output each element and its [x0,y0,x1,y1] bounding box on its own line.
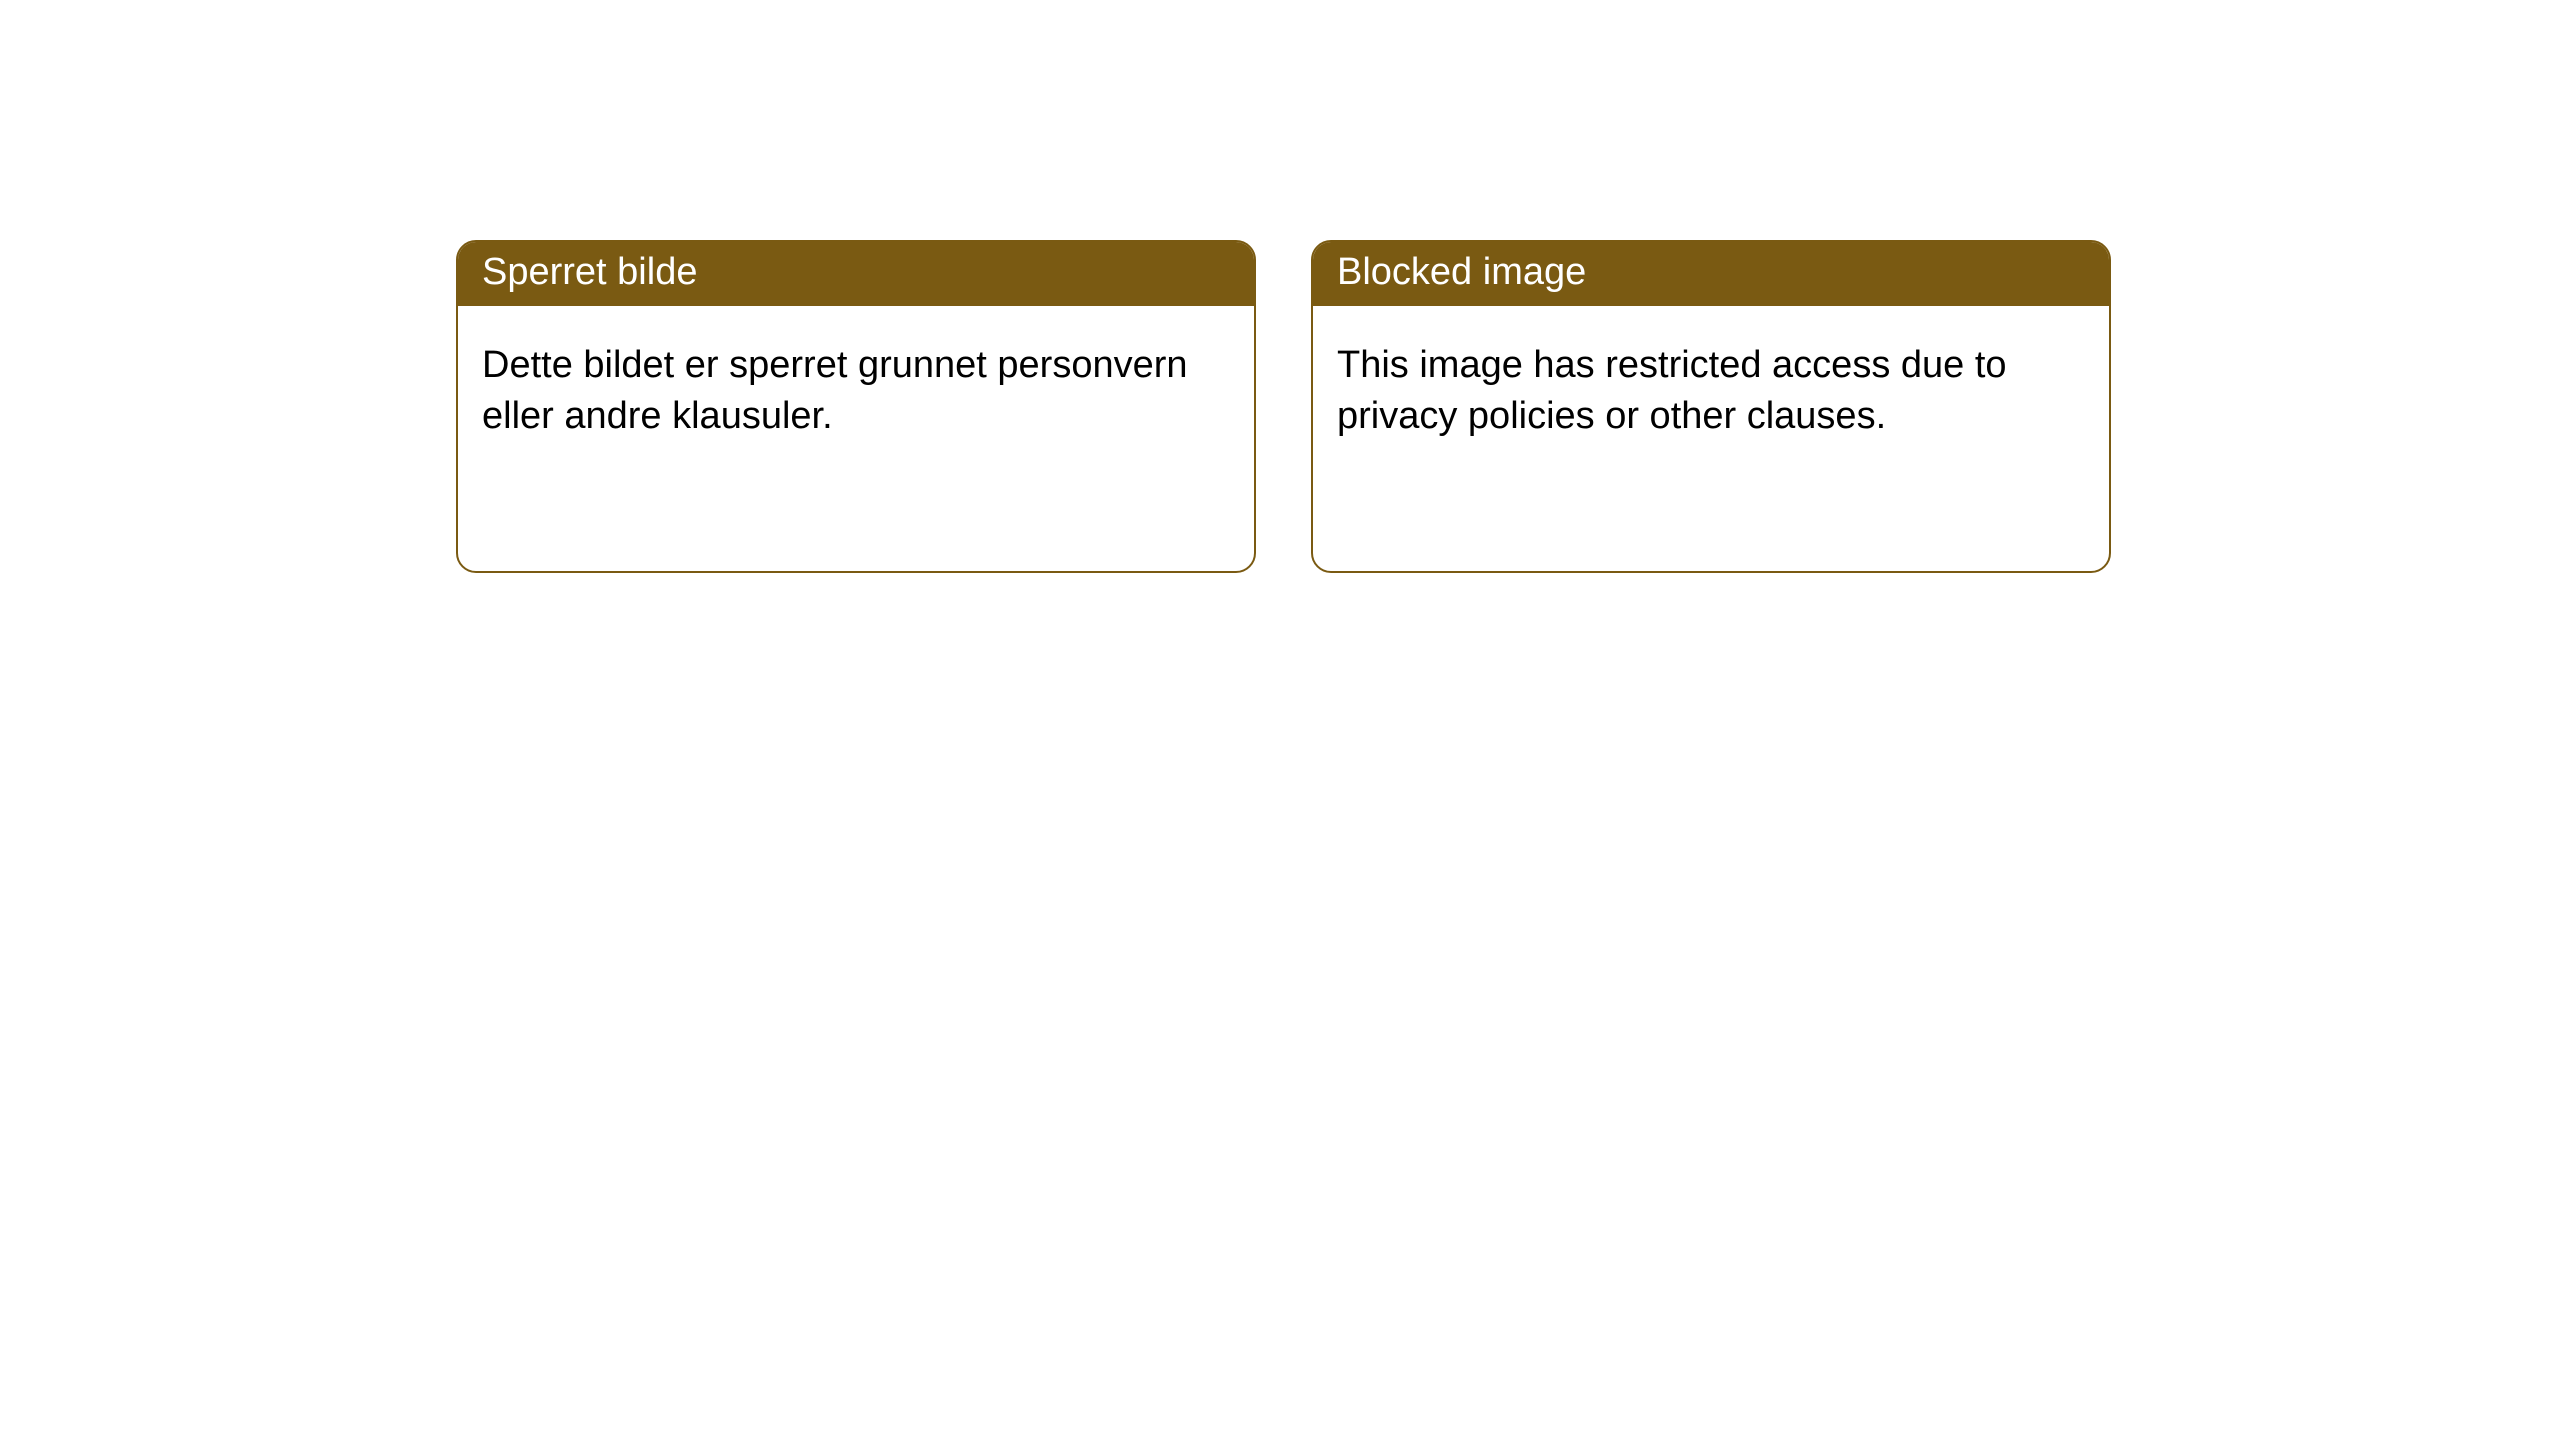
card-body-text: Dette bildet er sperret grunnet personve… [458,306,1254,467]
notice-card-norwegian: Sperret bilde Dette bildet er sperret gr… [456,240,1256,573]
notice-container: Sperret bilde Dette bildet er sperret gr… [0,0,2560,573]
notice-card-english: Blocked image This image has restricted … [1311,240,2111,573]
card-title: Blocked image [1313,242,2109,306]
card-title: Sperret bilde [458,242,1254,306]
card-body-text: This image has restricted access due to … [1313,306,2109,467]
